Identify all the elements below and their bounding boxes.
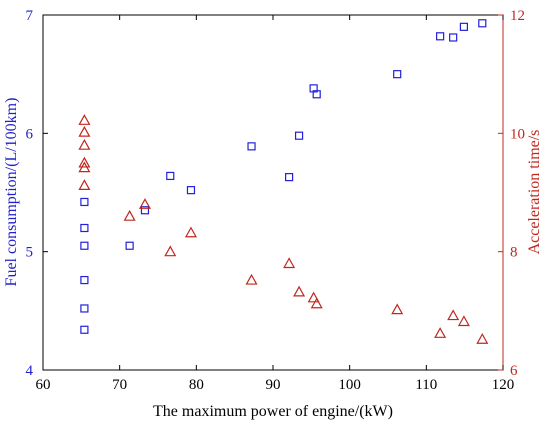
acceleration-time-point: [293, 285, 306, 297]
fuel-consumption-point: [80, 197, 89, 207]
x-tick-label: 100: [338, 377, 361, 393]
y-right-axis-title: Acceleration time/s: [526, 130, 543, 255]
acceleration-time-point: [78, 156, 91, 168]
y-right-tick-label: 8: [510, 245, 518, 261]
acceleration-time-point: [138, 198, 151, 209]
y-right-tick-label: 12: [510, 8, 525, 24]
fuel-consumption-point: [80, 241, 89, 250]
acceleration-time-series: [78, 114, 489, 344]
fuel-consumption-point: [393, 70, 402, 79]
fuel-consumption-point: [166, 171, 175, 181]
acceleration-time-point: [283, 257, 296, 269]
chart-axes: 60 70 80 90 100 110 120 4 5 6 7 6 8 10 12: [26, 8, 526, 393]
fuel-consumption-point: [285, 173, 294, 182]
acceleration-time-point: [447, 309, 460, 321]
chart-marks: [78, 19, 489, 344]
y-right-tick-label: 6: [510, 363, 518, 379]
fuel-consumption-series: [80, 19, 487, 334]
y-left-tick-label: 5: [26, 245, 34, 261]
plot-frame: [42, 14, 504, 371]
acceleration-time-point: [310, 297, 323, 309]
acceleration-time-point: [78, 138, 91, 150]
fuel-consumption-point: [80, 304, 89, 313]
acceleration-time-point: [434, 327, 447, 338]
fuel-consumption-point: [478, 19, 487, 28]
acceleration-time-point: [78, 114, 91, 125]
fuel-consumption-point: [459, 22, 468, 31]
fuel-consumption-point: [80, 275, 89, 285]
y-right-tick-label: 10: [510, 126, 525, 142]
x-tick-label: 120: [492, 377, 515, 393]
acceleration-time-point: [457, 315, 470, 327]
x-axis-title: The maximum power of engine/(kW): [153, 403, 393, 420]
x-tick-label: 90: [266, 377, 281, 393]
acceleration-time-point: [476, 332, 489, 344]
fuel-consumption-point: [449, 33, 458, 42]
fuel-consumption-point: [80, 223, 89, 233]
acceleration-time-point: [307, 291, 320, 303]
acceleration-time-point: [164, 245, 177, 257]
y-left-axis-title: Fuel consumption/(L/100km): [3, 98, 20, 287]
fuel-consumption-point: [247, 142, 256, 151]
fuel-consumption-point: [140, 206, 150, 215]
y-left-tick-label: 7: [26, 8, 34, 24]
x-tick-label: 60: [36, 377, 51, 393]
fuel-consumption-point: [186, 186, 196, 195]
fuel-consumption-point: [436, 32, 445, 41]
acceleration-time-point: [123, 209, 136, 221]
x-tick-label: 110: [415, 377, 437, 393]
fuel-consumption-point: [312, 90, 321, 99]
acceleration-time-point: [245, 273, 258, 285]
acceleration-time-point: [184, 226, 197, 238]
x-tick-label: 80: [189, 377, 204, 393]
y-left-tick-label: 6: [26, 126, 34, 142]
acceleration-time-point: [391, 303, 404, 315]
acceleration-time-point: [78, 125, 91, 137]
fuel-consumption-point: [294, 131, 304, 140]
y-left-tick-label: 4: [26, 363, 34, 379]
x-tick-label: 70: [112, 377, 127, 393]
fuel-consumption-point: [80, 325, 89, 334]
acceleration-time-point: [78, 179, 91, 190]
fuel-consumption-point: [125, 241, 134, 250]
